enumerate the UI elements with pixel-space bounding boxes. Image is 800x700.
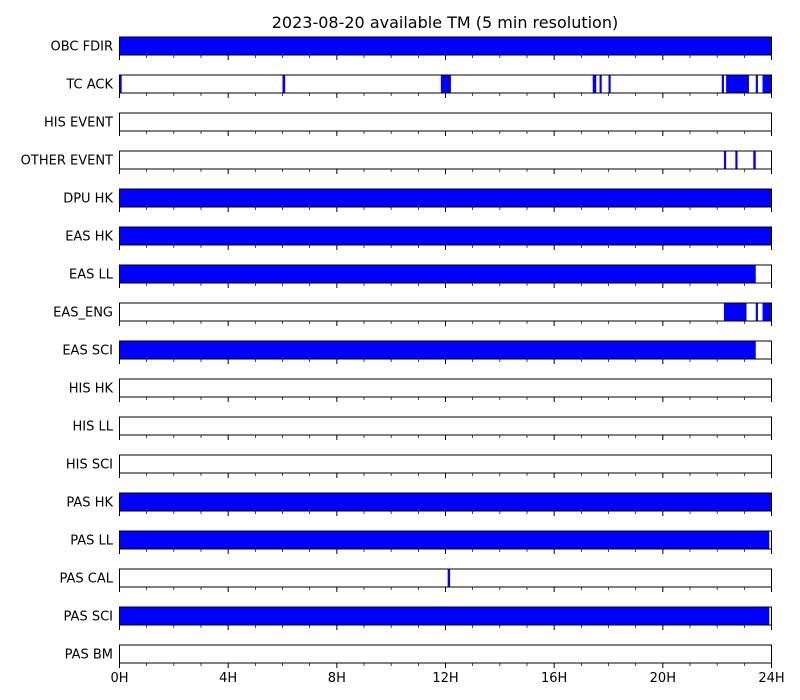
- row-background: [119, 151, 772, 169]
- availability-bar: [755, 75, 758, 93]
- availability-bar: [119, 227, 772, 245]
- row-label: EAS_ENG: [53, 306, 113, 321]
- row-pas-sci: PAS SCI: [64, 606, 772, 630]
- availability-bar: [753, 151, 756, 169]
- row-label: HIS HK: [69, 382, 114, 397]
- availability-bar: [119, 531, 770, 549]
- row-pas-cal: PAS CAL: [60, 568, 772, 592]
- row-label: DPU HK: [63, 192, 113, 207]
- availability-bar: [119, 493, 772, 511]
- row-background: [119, 379, 772, 397]
- availability-bar: [592, 75, 597, 93]
- row-his-sci: HIS SCI: [66, 454, 772, 478]
- row-label: EAS SCI: [62, 344, 113, 359]
- x-tick-label: 16H: [541, 671, 567, 686]
- row-label: PAS SCI: [64, 610, 113, 625]
- availability-bar: [721, 75, 724, 93]
- row-background: [119, 303, 772, 321]
- availability-bar: [608, 75, 611, 93]
- row-dpu-hk: DPU HK: [63, 188, 772, 212]
- row-label: HIS SCI: [66, 458, 113, 473]
- row-label: HIS EVENT: [44, 116, 113, 131]
- x-tick-label: 12H: [432, 671, 458, 686]
- availability-bar: [723, 151, 727, 169]
- availability-bar: [119, 341, 756, 359]
- row-label: TC ACK: [65, 78, 113, 93]
- row-label: PAS CAL: [60, 572, 114, 587]
- row-tc-ack: TC ACK: [65, 74, 772, 98]
- row-label: PAS HK: [66, 496, 113, 511]
- row-label: HIS LL: [73, 420, 114, 435]
- row-his-hk: HIS HK: [69, 378, 772, 402]
- x-tick-label: 4H: [219, 671, 237, 686]
- row-background: [119, 569, 772, 587]
- row-label: EAS LL: [69, 268, 114, 283]
- availability-bar: [762, 303, 772, 321]
- chart-title: 2023-08-20 available TM (5 min resolutio…: [272, 13, 618, 32]
- row-his-event: HIS EVENT: [44, 112, 772, 136]
- availability-bar: [119, 189, 772, 207]
- availability-bar: [762, 75, 772, 93]
- x-tick-label: 8H: [328, 671, 346, 686]
- row-eas-ll: EAS LL: [69, 264, 772, 288]
- availability-bar: [119, 75, 122, 93]
- availability-bar: [447, 569, 451, 587]
- row-obc-fdir: OBC FDIR: [51, 36, 772, 60]
- x-tick-label: 24H: [758, 671, 784, 686]
- availability-bar: [119, 607, 770, 625]
- availability-bar: [440, 75, 451, 93]
- row-label: OTHER EVENT: [21, 154, 113, 169]
- row-background: [119, 645, 772, 663]
- availability-bar: [282, 75, 286, 93]
- row-background: [119, 113, 772, 131]
- availability-bar: [119, 265, 756, 283]
- availability-bar: [755, 303, 758, 321]
- row-label: EAS HK: [65, 230, 113, 245]
- row-pas-hk: PAS HK: [66, 492, 772, 516]
- row-label: PAS LL: [70, 534, 114, 549]
- row-pas-ll: PAS LL: [70, 530, 772, 554]
- row-label: OBC FDIR: [51, 40, 114, 55]
- availability-bar: [735, 151, 738, 169]
- x-axis: 0H 4H 8H 12H 16H 20H 24H: [110, 671, 784, 686]
- row-eas-hk: EAS HK: [65, 226, 772, 250]
- row-eas-eng: EAS_ENG: [53, 302, 772, 326]
- row-eas-sci: EAS SCI: [62, 340, 772, 364]
- rows-group: OBC FDIR TC ACK HIS EVENT OTHER EVENT DPU HK…: [21, 36, 772, 668]
- row-other-event: OTHER EVENT: [21, 150, 772, 174]
- availability-bar: [119, 37, 772, 55]
- x-tick-label: 0H: [110, 671, 128, 686]
- row-label: PAS BM: [65, 648, 113, 663]
- row-pas-bm: PAS BM: [65, 644, 772, 668]
- row-background: [119, 455, 772, 473]
- availability-bar: [726, 75, 749, 93]
- x-tick-label: 20H: [650, 671, 676, 686]
- availability-bar: [599, 75, 602, 93]
- row-background: [119, 417, 772, 435]
- row-his-ll: HIS LL: [73, 416, 772, 440]
- availability-bar: [723, 303, 747, 321]
